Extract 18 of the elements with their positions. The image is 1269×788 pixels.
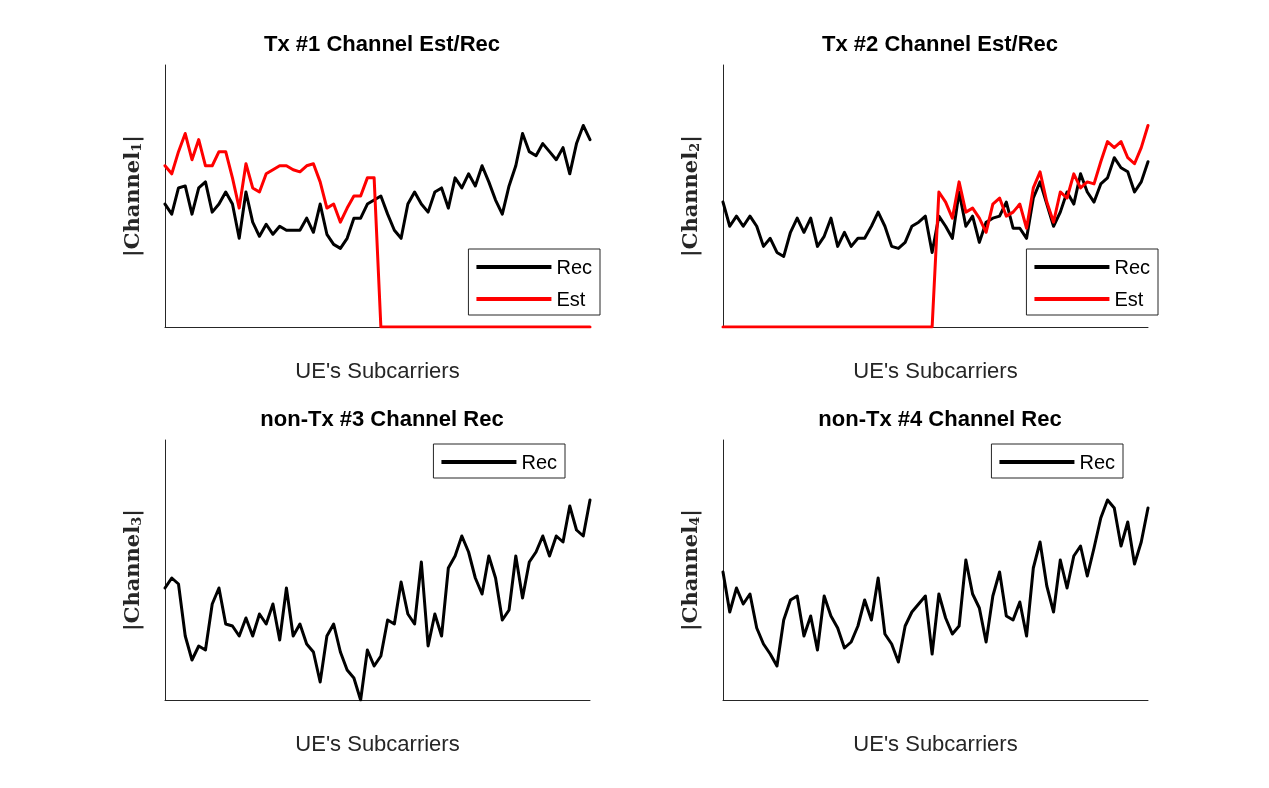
x-axis-title: UE's Subcarriers — [853, 730, 1018, 756]
legend-label: Rec — [556, 256, 593, 278]
legend-label: Est — [1114, 288, 1144, 310]
x-axis-title: UE's Subcarriers — [853, 357, 1018, 383]
y-axis-title: |Channel4| — [677, 509, 702, 631]
chart-title: non-Tx #4 Channel Rec — [818, 405, 1062, 431]
y-axis-title: |Channel2| — [677, 135, 702, 257]
legend-label: Rec — [1114, 256, 1151, 278]
chart-title: Tx #1 Channel Est/Rec — [264, 30, 500, 56]
x-axis-title: UE's Subcarriers — [295, 730, 460, 756]
chart-title: Tx #2 Channel Est/Rec — [822, 30, 1058, 56]
legend-label: Rec — [521, 451, 558, 473]
chart-title: non-Tx #3 Channel Rec — [260, 405, 504, 431]
y-axis-title: |Channel3| — [119, 509, 144, 631]
legend-label: Est — [556, 288, 586, 310]
y-axis-title: |Channel1| — [119, 135, 144, 257]
legend-label: Rec — [1079, 451, 1116, 473]
x-axis-title: UE's Subcarriers — [295, 357, 460, 383]
